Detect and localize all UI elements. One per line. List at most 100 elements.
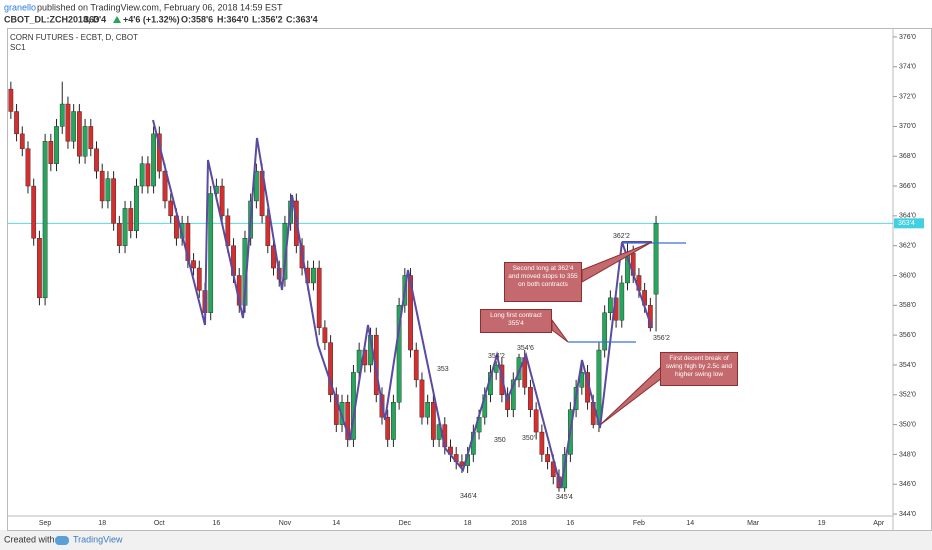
publisher[interactable]: granello — [4, 2, 36, 12]
change: +4'6 (+1.32%) — [123, 14, 180, 24]
candle-body — [493, 364, 499, 373]
candle-body — [528, 387, 533, 410]
x-tick-label: Dec — [399, 520, 412, 527]
y-tick-label: 368'0 — [899, 153, 916, 160]
x-tick-label: 19 — [818, 520, 826, 527]
candle-body — [311, 267, 316, 284]
candle-body — [608, 297, 613, 313]
candle-body — [31, 185, 37, 239]
y-tick-label: 352'0 — [899, 392, 916, 399]
x-tick-label: Sep — [39, 520, 52, 527]
x-tick-label: Feb — [633, 520, 645, 527]
candle-body — [413, 349, 419, 381]
x-tick-label: 14 — [686, 520, 694, 527]
swing-label: 354'2 — [488, 353, 505, 360]
candle-body — [111, 178, 116, 224]
candle-body — [145, 163, 151, 187]
x-tick-label: 16 — [213, 520, 221, 527]
up-arrow — [113, 16, 121, 23]
x-tick-label: Nov — [279, 520, 292, 527]
x-tick-label: Mar — [747, 520, 760, 527]
brand-logo — [55, 536, 69, 545]
footer-brand[interactable]: TradingView — [73, 534, 123, 544]
candle-body — [539, 431, 545, 455]
candle-body — [545, 454, 550, 463]
candle-body — [19, 133, 25, 149]
x-tick-label: Oct — [154, 520, 165, 527]
candle-body — [82, 126, 88, 157]
callout-pointer — [551, 318, 569, 343]
callout-pointer — [599, 367, 663, 426]
candle-body — [25, 148, 31, 187]
candle-body — [328, 342, 333, 395]
candle-body — [602, 312, 608, 351]
y-tick-label: 370'0 — [899, 123, 916, 130]
candle-body — [219, 185, 225, 217]
y-tick-label: 360'0 — [899, 272, 916, 279]
swing-label: 356'2 — [653, 335, 670, 342]
y-tick-label: 366'0 — [899, 183, 916, 190]
candle-body — [356, 349, 362, 373]
y-tick-label: 346'0 — [899, 481, 916, 488]
candle-body — [391, 402, 396, 440]
low: L:356'2 — [252, 14, 283, 24]
swing-label: 350 — [494, 437, 506, 444]
candle-body — [419, 379, 425, 418]
candle-body — [619, 282, 625, 321]
candle-body — [208, 193, 214, 313]
swing-label: 362'2 — [613, 233, 630, 240]
published: published on TradingView.com, February 0… — [37, 2, 283, 12]
candle-body — [196, 267, 202, 291]
high: H:364'0 — [217, 14, 249, 24]
candle-body — [322, 327, 328, 343]
last: 363'4 — [84, 14, 106, 24]
candle-body — [122, 208, 128, 246]
swing-label: 353 — [437, 366, 449, 373]
candle-body — [425, 402, 431, 418]
candle-body — [134, 185, 139, 231]
chart-subtitle: SC1 — [10, 43, 26, 52]
footer-bar — [0, 530, 932, 550]
open: O:358'6 — [181, 14, 213, 24]
candle-body — [431, 402, 436, 440]
candle-body — [65, 103, 71, 142]
symbol: CBOT_DL:ZCH2018, D — [4, 14, 100, 24]
y-tick-label: 374'0 — [899, 64, 916, 71]
candle-body — [345, 402, 351, 440]
candle-body — [105, 178, 111, 202]
swing-line — [152, 119, 653, 489]
x-tick-label: 18 — [464, 520, 472, 527]
candle-body — [385, 416, 391, 440]
candle-body — [505, 394, 510, 410]
swing-label: 354'6 — [517, 345, 534, 352]
chart-title: CORN FUTURES - ECBT, D, CBOT — [10, 33, 138, 42]
candle-body — [88, 126, 94, 149]
x-tick-label: 18 — [98, 520, 106, 527]
y-tick-label: 364'0 — [899, 213, 916, 220]
y-tick-label: 350'0 — [899, 421, 916, 428]
y-tick-label: 348'0 — [899, 451, 916, 458]
candle-body — [99, 170, 105, 202]
candle-body — [265, 215, 271, 246]
candle-body — [191, 260, 196, 269]
candle-body — [116, 223, 122, 246]
candle-body — [333, 394, 339, 425]
y-tick-label: 356'0 — [899, 332, 916, 339]
candle-body — [48, 141, 54, 164]
x-tick-label: 14 — [332, 520, 340, 527]
y-tick-label: 362'0 — [899, 243, 916, 250]
candle-body — [37, 238, 42, 299]
y-tick-label: 354'0 — [899, 362, 916, 369]
candle-body — [168, 200, 174, 217]
candle-body — [282, 223, 288, 280]
y-tick-label: 358'0 — [899, 302, 916, 309]
candle-body — [373, 334, 379, 395]
candle-body — [128, 208, 134, 231]
swing-label: 345'4 — [556, 494, 573, 501]
callout: Second long at 362'4 and moved stops to … — [504, 262, 582, 302]
swing-label: 350' — [522, 435, 535, 442]
x-tick-label: 16 — [567, 520, 575, 527]
callout: Long first contract 355'4 — [480, 309, 552, 333]
